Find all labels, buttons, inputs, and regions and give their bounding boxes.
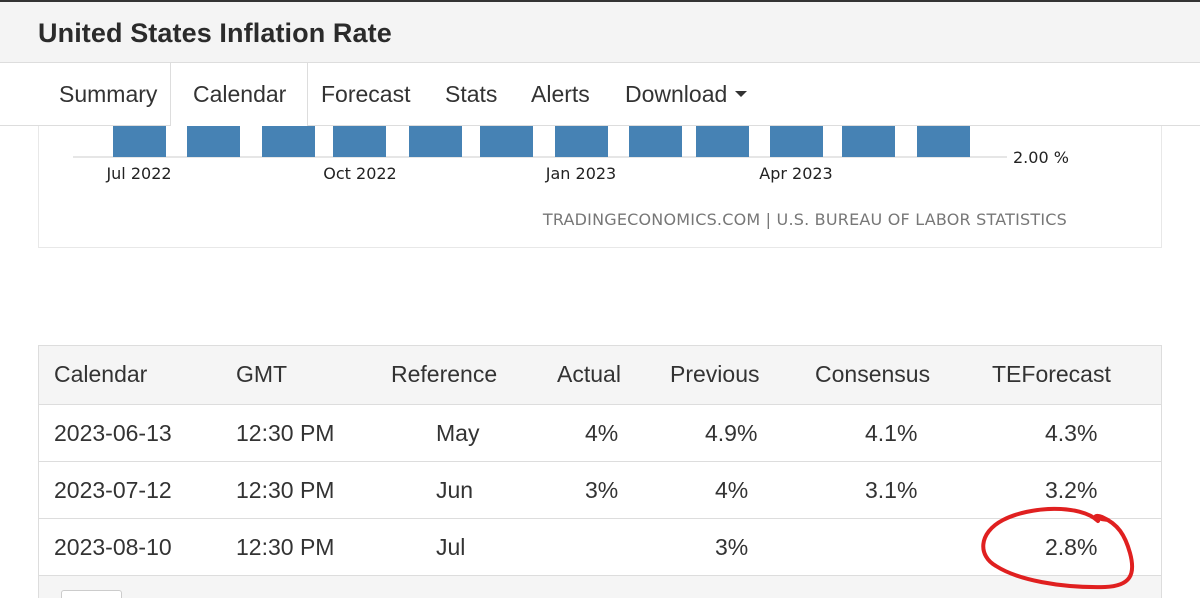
inflation-bar-chart: Jul 2022 Oct 2022 Jan 2023 Apr 2023 2.00 % bbox=[73, 126, 1069, 183]
cell-time: 12:30 PM bbox=[236, 534, 335, 560]
cell-time: 12:30 PM bbox=[236, 477, 335, 503]
page-header: United States Inflation Rate bbox=[0, 0, 1200, 63]
cell-consensus: 3.1% bbox=[865, 477, 918, 503]
footer-control[interactable] bbox=[61, 590, 122, 598]
tab-download[interactable]: Download bbox=[625, 63, 748, 126]
chart-bar bbox=[917, 126, 970, 157]
chart-bar bbox=[333, 126, 386, 157]
header-gmt: GMT bbox=[236, 361, 288, 387]
chart-bar bbox=[409, 126, 462, 157]
page-title: United States Inflation Rate bbox=[38, 18, 392, 48]
chart-bar bbox=[629, 126, 682, 157]
caret-down-icon bbox=[735, 90, 748, 97]
x-tick-label: Jan 2023 bbox=[545, 164, 616, 183]
x-tick-label: Apr 2023 bbox=[759, 164, 832, 183]
header-previous: Previous bbox=[670, 361, 760, 387]
header-consensus: Consensus bbox=[815, 361, 931, 387]
cell-teforecast: 2.8% bbox=[1045, 534, 1098, 560]
cell-date: 2023-06-13 bbox=[54, 420, 172, 446]
cell-reference: May bbox=[436, 420, 480, 446]
chart-bar bbox=[696, 126, 749, 157]
tab-summary[interactable]: Summary bbox=[59, 63, 157, 126]
cell-previous: 3% bbox=[715, 534, 749, 560]
header-reference: Reference bbox=[391, 361, 498, 387]
tab-label: Forecast bbox=[321, 81, 411, 107]
chart-bar bbox=[842, 126, 895, 157]
cell-consensus: 4.1% bbox=[865, 420, 918, 446]
calendar-table: Calendar GMT Reference Actual Previous C… bbox=[38, 345, 1162, 598]
cell-reference: Jul bbox=[436, 534, 466, 560]
chart-container: Jul 2022 Oct 2022 Jan 2023 Apr 2023 2.00 % T… bbox=[38, 126, 1162, 248]
cell-teforecast: 3.2% bbox=[1045, 477, 1098, 503]
tab-alerts[interactable]: Alerts bbox=[531, 63, 590, 126]
tab-label: Alerts bbox=[531, 81, 590, 107]
cell-actual: 3% bbox=[585, 477, 619, 503]
header-teforecast: TEForecast bbox=[992, 361, 1111, 387]
header-calendar: Calendar bbox=[54, 361, 148, 387]
chart-bar bbox=[113, 126, 166, 157]
x-tick-label: Jul 2022 bbox=[105, 164, 171, 183]
x-tick-label: Oct 2022 bbox=[323, 164, 396, 183]
chart-bar bbox=[187, 126, 240, 157]
table-footer bbox=[39, 576, 1161, 598]
tab-label: Download bbox=[625, 81, 728, 107]
tab-label: Calendar bbox=[193, 81, 287, 107]
table-row: 2023-07-12 12:30 PM Jun 3% 4% 3.1% 3.2% bbox=[39, 462, 1161, 519]
y-tick-label: 2.00 % bbox=[1013, 148, 1069, 167]
tab-forecast[interactable]: Forecast bbox=[321, 63, 410, 126]
chart-bar bbox=[555, 126, 608, 157]
cell-date: 2023-08-10 bbox=[54, 534, 172, 560]
table-header-row: Calendar GMT Reference Actual Previous C… bbox=[39, 346, 1161, 405]
header-actual: Actual bbox=[557, 361, 621, 387]
cell-teforecast: 4.3% bbox=[1045, 420, 1098, 446]
tab-calendar[interactable]: Calendar bbox=[170, 63, 309, 127]
chart-bar bbox=[262, 126, 315, 157]
table-row: 2023-06-13 12:30 PM May 4% 4.9% 4.1% 4.3… bbox=[39, 405, 1161, 462]
chart-bar bbox=[480, 126, 533, 157]
chart-bar bbox=[770, 126, 823, 157]
cell-date: 2023-07-12 bbox=[54, 477, 172, 503]
tab-bar: Summary Calendar Forecast Stats Alerts D… bbox=[0, 63, 1200, 127]
table-row: 2023-08-10 12:30 PM Jul 3% 2.8% bbox=[39, 519, 1161, 576]
tab-label: Summary bbox=[59, 81, 158, 107]
cell-reference: Jun bbox=[436, 477, 474, 503]
cell-previous: 4% bbox=[715, 477, 749, 503]
chart-source: TRADINGECONOMICS.COM | U.S. BUREAU OF LA… bbox=[542, 210, 1067, 229]
cell-previous: 4.9% bbox=[705, 420, 758, 446]
cell-actual: 4% bbox=[585, 420, 619, 446]
tab-label: Stats bbox=[445, 81, 498, 107]
cell-time: 12:30 PM bbox=[236, 420, 335, 446]
tab-stats[interactable]: Stats bbox=[445, 63, 497, 126]
